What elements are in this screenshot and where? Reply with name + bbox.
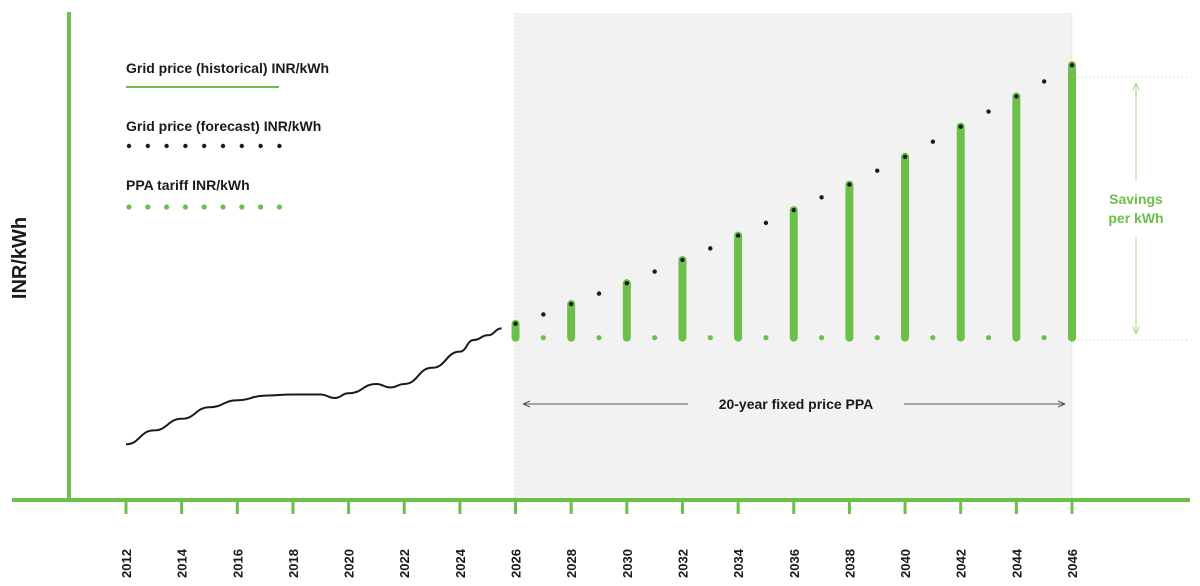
forecast-dots xyxy=(513,62,1075,326)
legend-forecast-dot xyxy=(220,143,226,149)
ppa-dot-2033 xyxy=(707,335,713,341)
ppa-dot-2041 xyxy=(930,335,936,341)
x-tick-label-2034: 2034 xyxy=(731,548,746,578)
forecast-dot-2026 xyxy=(513,321,518,326)
savings-label-line1: Savings xyxy=(1109,191,1163,207)
ppa-period-label: 20-year fixed price PPA xyxy=(719,396,874,412)
ppa-dot-2044 xyxy=(1013,335,1019,341)
forecast-dot-2034 xyxy=(735,233,741,238)
ppa-dot-2028 xyxy=(568,335,574,341)
ppa-dot-2043 xyxy=(985,335,992,341)
x-tick-label-2014: 2014 xyxy=(175,548,190,578)
ppa-dot-2039 xyxy=(874,335,880,341)
savings-arrowhead-up xyxy=(1132,82,1140,91)
ppa-tariff-dots xyxy=(512,335,1075,341)
legend-forecast-dot xyxy=(164,143,169,149)
legend-ppa-dot xyxy=(201,204,207,210)
savings-label-line2: per kWh xyxy=(1108,210,1163,226)
legend-forecast-dot xyxy=(126,143,132,149)
legend-forecast-swatch xyxy=(126,143,282,149)
ppa-dot-2032 xyxy=(679,335,686,341)
forecast-dot-2045 xyxy=(1041,79,1047,84)
legend-forecast-dot xyxy=(202,143,207,149)
ppa-dot-2026 xyxy=(512,335,519,341)
ppa-dot-2030 xyxy=(624,335,630,341)
legend-ppa-dot xyxy=(164,204,170,210)
x-tick-label-2044: 2044 xyxy=(1009,548,1024,578)
forecast-dot-2031 xyxy=(652,269,657,274)
legend-ppa-dot xyxy=(220,204,226,210)
forecast-dot-2029 xyxy=(596,291,602,296)
legend-forecast-dot xyxy=(258,143,263,149)
legend-ppa-dot xyxy=(258,204,264,210)
legend-ppa-label: PPA tariff INR/kWh xyxy=(126,177,250,193)
ppa-arrowhead-left xyxy=(522,400,531,408)
legend-forecast-dot xyxy=(277,143,282,149)
x-tick-label-2040: 2040 xyxy=(898,549,913,578)
x-tick-label-2022: 2022 xyxy=(397,549,412,578)
ppa-dot-2037 xyxy=(818,335,825,341)
ppa-dot-2034 xyxy=(735,335,741,341)
x-tick-label-2020: 2020 xyxy=(342,549,357,578)
ppa-dot-2029 xyxy=(596,335,602,341)
legend-forecast-label: Grid price (forecast) INR/kWh xyxy=(126,118,321,134)
x-tick-label-2046: 2046 xyxy=(1065,549,1080,578)
forecast-dot-2044 xyxy=(1014,94,1019,99)
legend-forecast-dot xyxy=(239,143,244,149)
forecast-dot-2033 xyxy=(708,246,713,251)
legend-ppa-dot xyxy=(145,204,151,210)
x-tick-label-2024: 2024 xyxy=(453,548,468,578)
ppa-dot-2038 xyxy=(846,335,853,341)
legend-ppa-dot xyxy=(182,204,188,210)
ppa-dot-2042 xyxy=(958,335,964,341)
legend-forecast-dot xyxy=(183,143,188,149)
ppa-dot-2045 xyxy=(1041,335,1047,341)
ppa-dot-2031 xyxy=(652,335,658,341)
x-tick-label-2028: 2028 xyxy=(564,549,579,578)
forecast-dot-2037 xyxy=(819,195,824,200)
legend-historical-label: Grid price (historical) INR/kWh xyxy=(126,60,329,76)
ppa-dot-2046 xyxy=(1069,335,1075,341)
ppa-dot-2035 xyxy=(763,335,769,341)
historical-price-line xyxy=(125,327,502,446)
forecast-dot-2027 xyxy=(541,312,546,317)
y-axis-label: INR/kWh xyxy=(9,217,31,299)
x-axis-ticks: 2012 2014 2016 2018 2020 2022 2024 2026 2028 2030… xyxy=(119,500,1080,578)
forecast-dot-2030 xyxy=(624,280,630,286)
forecast-dot-2032 xyxy=(680,257,685,263)
x-tick-label-2016: 2016 xyxy=(230,549,245,578)
ppa-dot-2027 xyxy=(540,335,546,341)
forecast-dot-2040 xyxy=(902,154,908,159)
x-tick-label-2026: 2026 xyxy=(509,549,524,578)
ppa-dot-2036 xyxy=(791,335,797,341)
x-tick-label-2038: 2038 xyxy=(842,549,857,578)
forecast-dot-2035 xyxy=(763,220,769,226)
x-tick-label-2012: 2012 xyxy=(119,549,134,578)
forecast-dot-2046 xyxy=(1069,62,1075,68)
x-tick-label-2018: 2018 xyxy=(286,549,301,578)
x-tick-label-2032: 2032 xyxy=(675,549,690,578)
legend-ppa-dot xyxy=(239,204,245,210)
forecast-dot-2043 xyxy=(986,109,991,114)
forecast-dot-2038 xyxy=(847,182,852,187)
forecast-dot-2036 xyxy=(791,207,796,213)
x-tick-label-2042: 2042 xyxy=(954,549,969,578)
forecast-dot-2042 xyxy=(958,124,963,129)
forecast-dot-2041 xyxy=(930,139,936,144)
ppa-dot-2040 xyxy=(902,335,908,341)
legend-forecast-dot xyxy=(145,143,150,149)
legend-ppa-dot xyxy=(276,204,282,210)
savings-bars xyxy=(511,61,1076,342)
savings-arrowhead-down xyxy=(1132,326,1140,335)
ppa-arrowhead-right xyxy=(1057,400,1066,408)
x-tick-label-2036: 2036 xyxy=(787,549,802,578)
forecast-dot-2028 xyxy=(568,301,574,307)
x-tick-label-2030: 2030 xyxy=(620,549,635,578)
legend-ppa-dot xyxy=(126,204,132,210)
legend-ppa-swatch xyxy=(126,204,282,210)
forecast-dot-2039 xyxy=(875,168,880,173)
